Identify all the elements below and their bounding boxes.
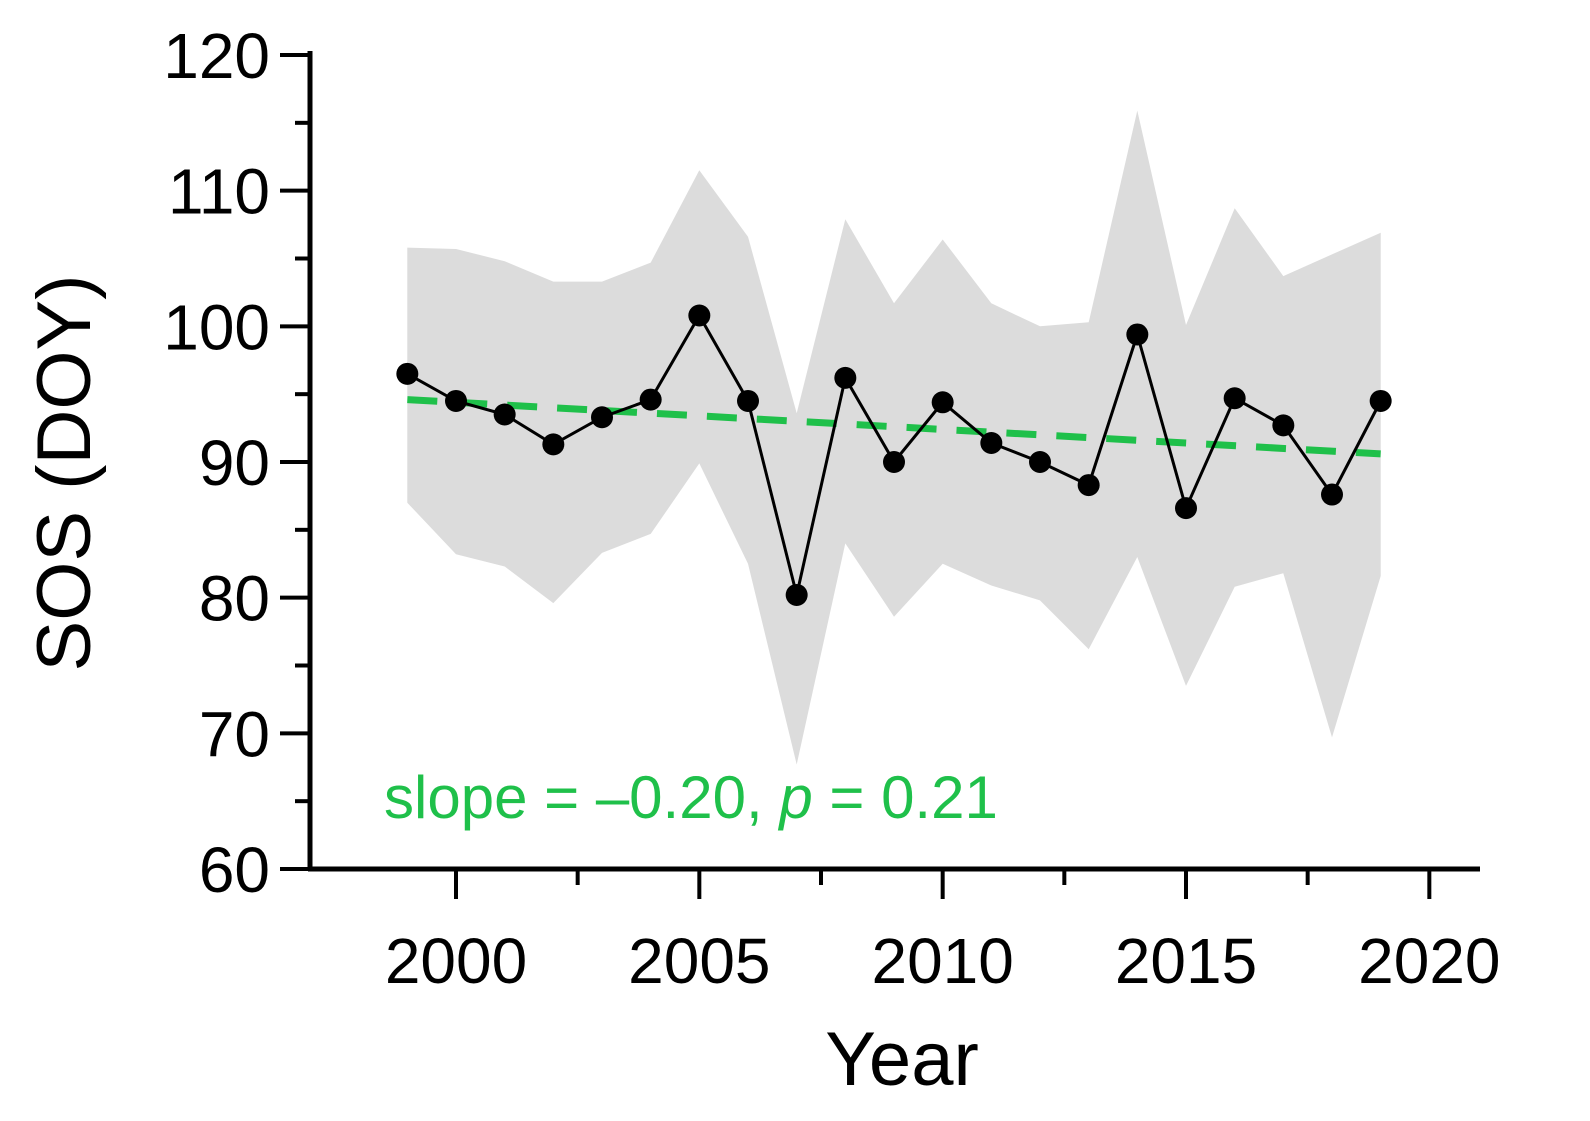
x-tick-label: 2000 bbox=[385, 925, 527, 997]
x-axis-title: Year bbox=[825, 1017, 979, 1102]
y-tick-label: 110 bbox=[168, 156, 270, 228]
y-axis-title: SOS (DOY) bbox=[22, 275, 107, 672]
data-point bbox=[834, 366, 857, 389]
data-point bbox=[785, 583, 808, 606]
data-point bbox=[493, 403, 516, 426]
x-tick-label: 2020 bbox=[1358, 925, 1500, 997]
x-tick-label: 2015 bbox=[1115, 925, 1257, 997]
data-point bbox=[1175, 497, 1197, 520]
annotation-slope-text: slope = –0.20, bbox=[384, 764, 779, 831]
data-point bbox=[591, 406, 613, 429]
data-point bbox=[737, 389, 759, 412]
range-band-layer bbox=[407, 110, 1381, 765]
data-point bbox=[396, 362, 419, 385]
data-point bbox=[1029, 451, 1051, 473]
trend-layer bbox=[407, 396, 1381, 458]
data-point bbox=[931, 391, 954, 414]
data-point bbox=[1321, 483, 1343, 506]
x-tick-label: 2005 bbox=[628, 925, 770, 997]
y-tick-label: 70 bbox=[199, 698, 270, 770]
y-tick-label: 80 bbox=[199, 563, 270, 635]
axes-layer: 60 70 80 90 100 110 120 2000 2005 2010 2015 2020 bbox=[163, 20, 1500, 997]
data-point bbox=[883, 451, 905, 473]
data-point bbox=[1369, 389, 1392, 412]
y-tick-label: 120 bbox=[163, 20, 270, 92]
trend-line bbox=[407, 396, 1381, 458]
data-point bbox=[445, 389, 467, 412]
y-tick-label: 100 bbox=[163, 291, 270, 363]
data-point bbox=[688, 304, 711, 327]
data-point bbox=[980, 432, 1003, 455]
annotation-p-symbol: p bbox=[777, 764, 812, 831]
trend-annotation: slope = –0.20, p = 0.21 bbox=[384, 764, 998, 831]
range-band bbox=[407, 110, 1381, 765]
y-tick-label: 90 bbox=[199, 427, 270, 499]
data-point bbox=[1077, 474, 1100, 497]
x-tick-label: 2010 bbox=[871, 925, 1013, 997]
data-point bbox=[639, 388, 662, 411]
data-point bbox=[1223, 387, 1246, 410]
y-tick-label: 60 bbox=[199, 834, 270, 906]
data-point bbox=[1126, 323, 1149, 346]
series-layer bbox=[396, 304, 1392, 606]
data-point bbox=[1272, 414, 1295, 437]
annotation-p-value-text: = 0.21 bbox=[813, 764, 998, 831]
data-point bbox=[542, 433, 565, 456]
